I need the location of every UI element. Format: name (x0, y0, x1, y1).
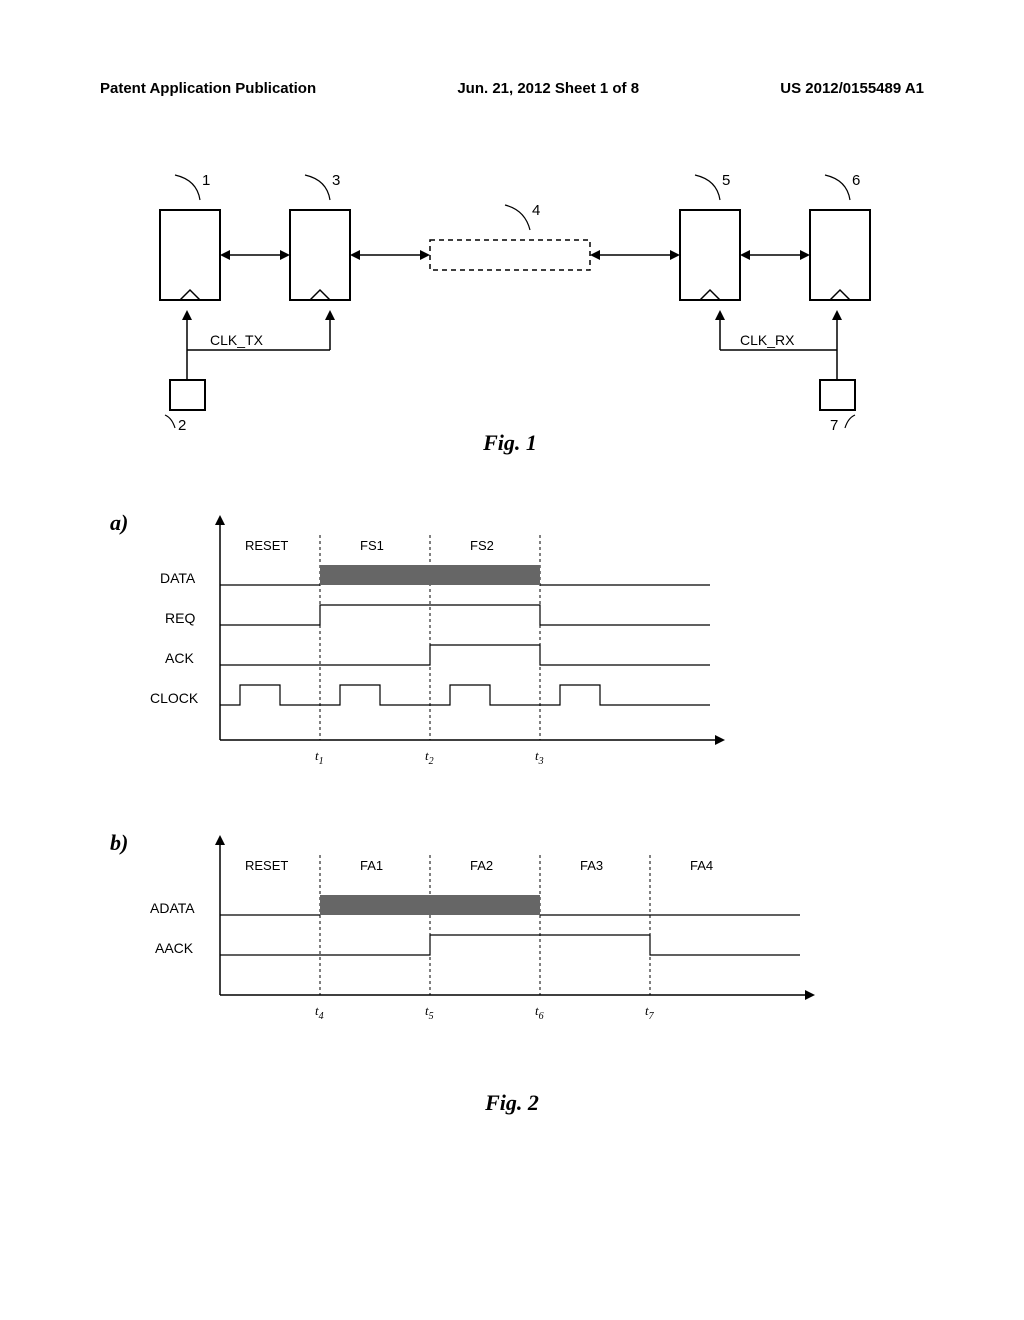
sig-ack: ACK (165, 650, 194, 666)
figure-2b: b) RESET FA1 FA2 FA3 FA4 t4 t5 t6 t7 ADA… (110, 830, 910, 1030)
fig2a-label: a) (110, 510, 128, 536)
label-6: 6 (852, 172, 860, 189)
phase-reset: RESET (245, 538, 288, 553)
clk-tx-label: CLK_TX (210, 332, 264, 348)
phase-fa2: FA2 (470, 858, 493, 873)
page-header: Patent Application Publication Jun. 21, … (0, 80, 1024, 97)
data-active (320, 565, 540, 585)
svg-text:t3: t3 (535, 748, 544, 767)
phase-reset-b: RESET (245, 858, 288, 873)
header-right: US 2012/0155489 A1 (780, 80, 924, 97)
label-3: 3 (332, 172, 340, 189)
phase-fa3: FA3 (580, 858, 603, 873)
fig1-svg: 1 3 4 5 6 2 7 (120, 170, 900, 430)
box-6 (810, 210, 870, 300)
label-4: 4 (532, 202, 540, 219)
phase-fa4: FA4 (690, 858, 713, 873)
header-center: Jun. 21, 2012 Sheet 1 of 8 (457, 80, 639, 97)
phase-fs1: FS1 (360, 538, 384, 553)
svg-text:t6: t6 (535, 1003, 544, 1022)
box-2 (170, 380, 205, 410)
svg-text:t2: t2 (425, 748, 434, 767)
label-1: 1 (202, 172, 210, 189)
sig-clock: CLOCK (150, 690, 198, 706)
box-5 (680, 210, 740, 300)
figure-2a: a) RESET FS1 FS2 t1 t2 t3 DATA REQ ACK C… (110, 510, 810, 770)
box-4 (430, 240, 590, 270)
svg-text:t7: t7 (645, 1003, 655, 1022)
fig1-caption: Fig. 1 (120, 430, 900, 456)
box-3 (290, 210, 350, 300)
clk-rx-label: CLK_RX (740, 332, 795, 348)
svg-text:t4: t4 (315, 1003, 324, 1022)
box-7 (820, 380, 855, 410)
label-7: 7 (830, 417, 838, 430)
svg-text:t1: t1 (315, 748, 324, 767)
fig2a-svg: RESET FS1 FS2 t1 t2 t3 (190, 510, 810, 770)
label-2: 2 (178, 417, 186, 430)
sig-aack: AACK (155, 940, 193, 956)
figure-1: 1 3 4 5 6 2 7 (120, 170, 900, 456)
svg-text:t5: t5 (425, 1003, 434, 1022)
phase-fs2: FS2 (470, 538, 494, 553)
sig-data: DATA (160, 570, 195, 586)
fig2b-svg: RESET FA1 FA2 FA3 FA4 t4 t5 t6 t7 (190, 830, 910, 1030)
phase-fa1: FA1 (360, 858, 383, 873)
adata-active (320, 895, 540, 915)
sig-adata: ADATA (150, 900, 195, 916)
label-5: 5 (722, 172, 730, 189)
header-left: Patent Application Publication (100, 80, 316, 97)
fig2-caption: Fig. 2 (0, 1090, 1024, 1116)
box-1 (160, 210, 220, 300)
fig2b-label: b) (110, 830, 128, 856)
sig-req: REQ (165, 610, 195, 626)
